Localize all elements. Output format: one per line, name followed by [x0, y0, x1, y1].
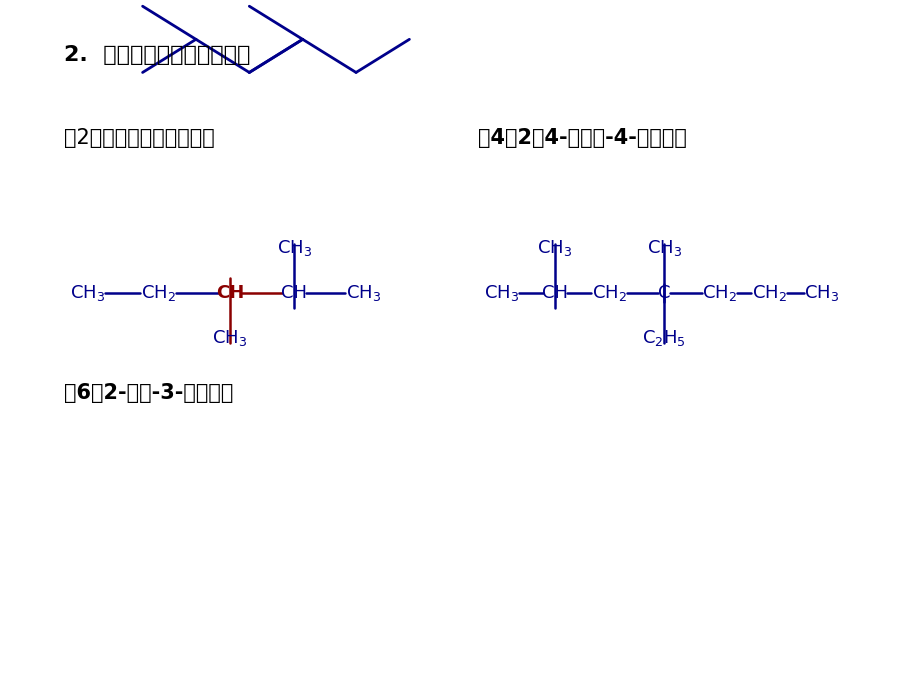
Text: $\mathregular{CH_3}$: $\mathregular{CH_3}$	[537, 239, 572, 258]
Text: 2.  写出以下化合物的结构式: 2. 写出以下化合物的结构式	[64, 45, 251, 65]
Text: CH: CH	[541, 284, 567, 302]
Text: $\mathregular{CH_3}$: $\mathregular{CH_3}$	[212, 328, 247, 348]
Text: C: C	[657, 284, 670, 302]
Text: $\mathregular{CH_3}$: $\mathregular{CH_3}$	[277, 239, 312, 258]
Text: $\mathregular{CH_3}$: $\mathregular{CH_3}$	[346, 284, 380, 303]
Text: $\mathregular{CH_3}$: $\mathregular{CH_3}$	[70, 284, 105, 303]
Text: （2）甲基乙基异丙基甲烷: （2）甲基乙基异丙基甲烷	[64, 128, 215, 148]
Text: $\mathregular{CH_2}$: $\mathregular{CH_2}$	[701, 284, 736, 303]
Text: $\mathregular{CH_3}$: $\mathregular{CH_3}$	[803, 284, 838, 303]
Text: CH: CH	[281, 284, 307, 302]
Text: $\mathregular{CH_2}$: $\mathregular{CH_2}$	[751, 284, 786, 303]
Text: $\mathregular{CH_3}$: $\mathregular{CH_3}$	[483, 284, 518, 303]
Text: CH: CH	[216, 284, 244, 302]
Text: （6）2-甲基-3-乙基己烷: （6）2-甲基-3-乙基己烷	[64, 383, 233, 403]
Text: （4）2，4-二甲基-4-乙基庚烷: （4）2，4-二甲基-4-乙基庚烷	[478, 128, 686, 148]
Text: $\mathregular{CH_2}$: $\mathregular{CH_2}$	[141, 284, 176, 303]
Text: $\mathregular{CH_2}$: $\mathregular{CH_2}$	[591, 284, 626, 303]
Text: $\mathregular{CH_3}$: $\mathregular{CH_3}$	[646, 239, 681, 258]
Text: $\mathregular{C_2H_5}$: $\mathregular{C_2H_5}$	[641, 328, 686, 348]
